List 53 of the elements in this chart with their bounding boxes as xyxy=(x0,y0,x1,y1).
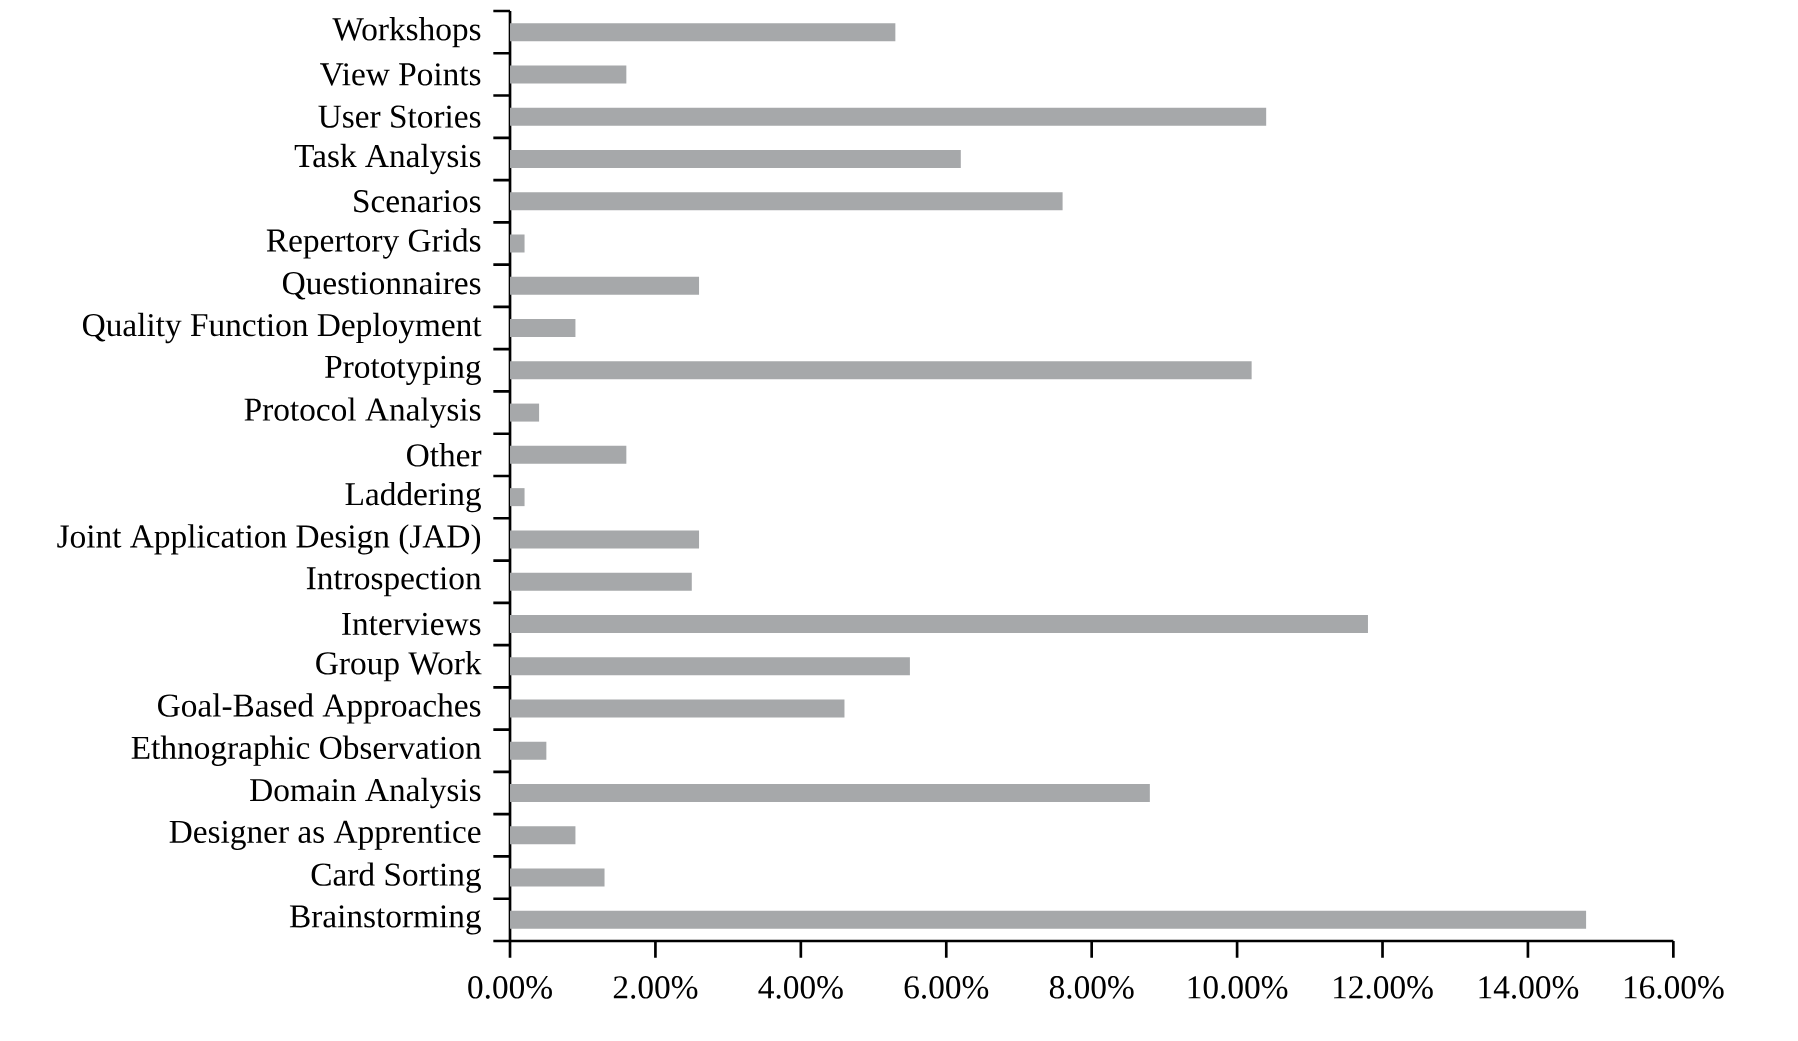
bar xyxy=(510,319,576,338)
bar xyxy=(510,149,961,168)
bar xyxy=(510,910,1587,929)
bar xyxy=(510,234,525,253)
y-tick-label: User Stories xyxy=(318,105,481,128)
y-tick-label: Domain Analysis xyxy=(250,777,481,809)
x-tick-label: 16.00% xyxy=(1624,976,1724,999)
bar xyxy=(510,784,1150,803)
bar xyxy=(510,741,547,760)
x-tick-label: 6.00% xyxy=(904,976,989,999)
y-tick-label: Joint Application Design (JAD) xyxy=(57,524,481,555)
bar xyxy=(510,572,692,591)
x-tick-label: 8.00% xyxy=(1049,976,1134,999)
y-tick-label: View Points xyxy=(320,63,481,86)
y-tick-label: Scenarios xyxy=(354,190,481,213)
x-tick-label: 2.00% xyxy=(613,976,698,999)
bar xyxy=(510,361,1252,380)
y-tick-label: Other xyxy=(407,443,482,467)
y-tick-label: Prototyping xyxy=(325,355,481,385)
bar xyxy=(510,65,627,84)
bar xyxy=(510,192,1063,211)
bar xyxy=(510,107,1267,126)
x-tick-label: 4.00% xyxy=(758,976,843,999)
bar xyxy=(510,276,700,295)
bar xyxy=(510,23,896,42)
y-tick-label: Brainstorming xyxy=(289,905,481,935)
x-tick-label: 14.00% xyxy=(1479,976,1579,999)
y-tick-label: Designer as Apprentice xyxy=(169,820,481,850)
bar xyxy=(510,699,845,718)
y-tick-label: Introspection xyxy=(306,567,482,597)
y-tick-label: Goal-Based Approaches xyxy=(158,693,481,724)
bar xyxy=(510,614,1368,633)
bar xyxy=(510,445,627,464)
y-tick-label: Quality Function Deployment xyxy=(82,312,482,344)
x-tick-label: 12.00% xyxy=(1334,976,1433,999)
bar xyxy=(510,826,576,845)
y-tick-label: Workshops xyxy=(332,16,481,48)
y-tick-label: Questionnaires xyxy=(282,272,481,300)
y-tick-label: Laddering xyxy=(345,481,481,513)
y-tick-label: Group Work xyxy=(316,651,482,682)
bar xyxy=(510,657,910,676)
bar xyxy=(510,403,540,422)
y-tick-label: Repertory Grids xyxy=(266,228,481,259)
y-tick-label: Protocol Analysis xyxy=(244,397,481,428)
bar xyxy=(510,530,700,549)
x-tick-label: 0.00% xyxy=(468,976,552,999)
y-tick-label: Interviews xyxy=(342,612,481,636)
bar xyxy=(510,488,525,507)
y-tick-label: Ethnographic Observation xyxy=(131,735,482,766)
bar xyxy=(510,868,605,887)
y-tick-label: Card Sorting xyxy=(311,862,481,893)
y-tick-label: Task Analysis xyxy=(294,143,481,175)
x-tick-label: 10.00% xyxy=(1188,976,1288,999)
